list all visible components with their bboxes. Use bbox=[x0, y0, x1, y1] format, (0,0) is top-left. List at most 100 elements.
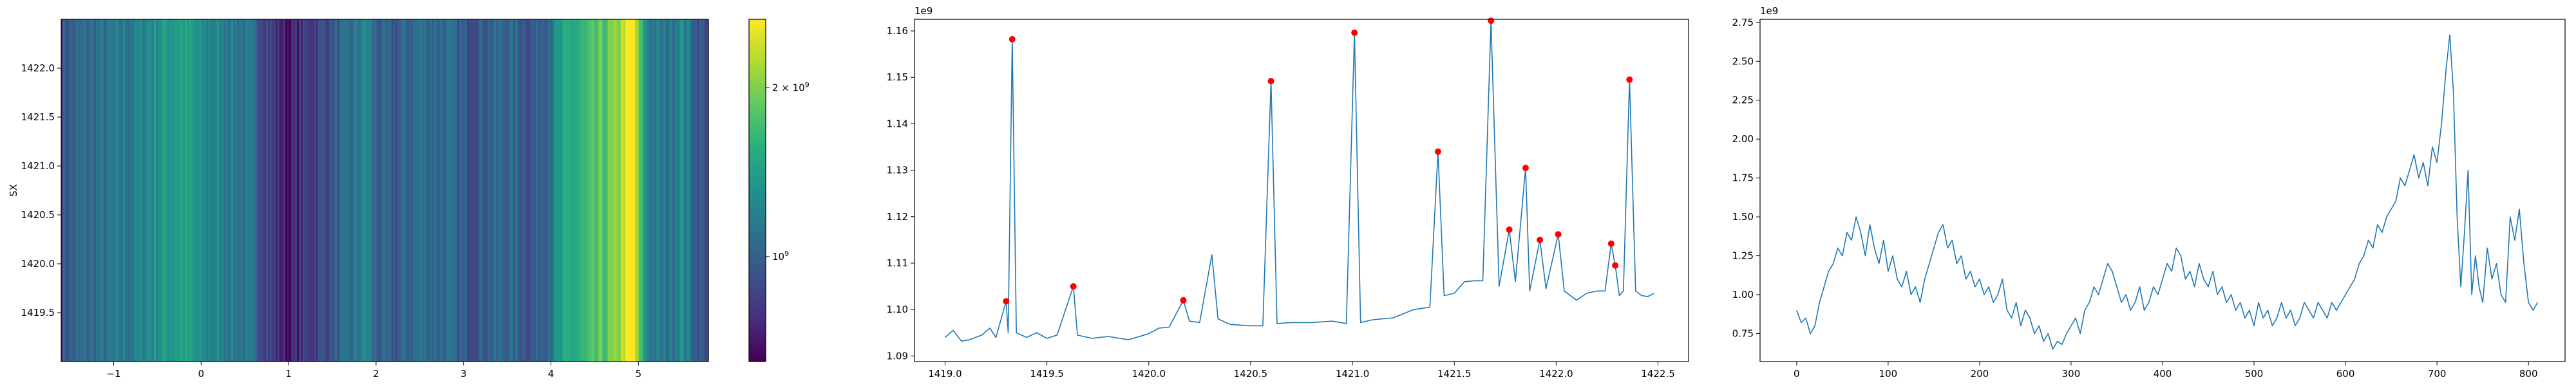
y-tick-label: 1.13 bbox=[887, 165, 908, 176]
heatmap-column bbox=[421, 19, 423, 362]
heatmap-column bbox=[424, 19, 427, 362]
colorbar: 109 2 × 109 bbox=[748, 19, 810, 362]
heatmap-column bbox=[650, 19, 653, 362]
heatmap-column bbox=[473, 19, 475, 362]
heatmap-column bbox=[478, 19, 481, 362]
y-tick-label: 1.11 bbox=[887, 257, 908, 269]
heatmap-column bbox=[500, 19, 502, 362]
heatmap-column bbox=[278, 19, 280, 362]
timeseries-frame bbox=[1759, 19, 2566, 362]
heatmap-column bbox=[127, 19, 129, 362]
heatmap-column bbox=[480, 19, 483, 362]
heatmap-column bbox=[689, 19, 692, 362]
peak-marker bbox=[1488, 17, 1495, 24]
heatmap-column bbox=[463, 19, 466, 362]
peak-marker bbox=[1351, 29, 1358, 36]
x-tick-label: 1422.0 bbox=[1539, 368, 1573, 380]
heatmap-column bbox=[569, 19, 572, 362]
heatmap-column bbox=[430, 19, 433, 362]
colorbar-gradient bbox=[749, 19, 766, 362]
heatmap-column bbox=[162, 19, 164, 362]
heatmap-column bbox=[567, 19, 570, 362]
peaks-offset-text: 1e9 bbox=[914, 5, 933, 17]
x-tick-label: 1421.5 bbox=[1437, 368, 1472, 380]
heatmap-column bbox=[301, 19, 303, 362]
heatmap-column bbox=[419, 19, 421, 362]
heatmap-column bbox=[181, 19, 184, 362]
heatmap-column bbox=[339, 19, 342, 362]
heatmap-column bbox=[100, 19, 102, 362]
heatmap-column bbox=[643, 19, 645, 362]
heatmap-column bbox=[681, 19, 684, 362]
heatmap-column bbox=[318, 19, 321, 362]
heatmap-column bbox=[322, 19, 325, 362]
heatmap-column bbox=[618, 19, 620, 362]
heatmap-column bbox=[88, 19, 91, 362]
heatmap-column bbox=[345, 19, 348, 362]
heatmap-column bbox=[581, 19, 583, 362]
heatmap-column bbox=[214, 19, 216, 362]
peaks-plot bbox=[944, 17, 1654, 342]
heatmap-column bbox=[585, 19, 587, 362]
heatmap-column bbox=[264, 19, 267, 362]
heatmap-column bbox=[506, 19, 508, 362]
colorbar-ticks: 109 2 × 109 bbox=[766, 81, 810, 262]
x-tick-label: 5 bbox=[636, 368, 642, 380]
peak-marker bbox=[1522, 165, 1529, 171]
heatmap-column bbox=[467, 19, 469, 362]
heatmap-column bbox=[625, 19, 628, 362]
heatmap-column bbox=[604, 19, 607, 362]
heatmap-column bbox=[382, 19, 384, 362]
heatmap-column bbox=[523, 19, 526, 362]
peak-marker bbox=[1009, 36, 1016, 42]
heatmap-column bbox=[270, 19, 272, 362]
heatmap-column bbox=[357, 19, 359, 362]
heatmap-column bbox=[368, 19, 371, 362]
heatmap-column bbox=[326, 19, 328, 362]
heatmap-column bbox=[281, 19, 284, 362]
heatmap-column bbox=[571, 19, 574, 362]
x-tick-label: 1419.5 bbox=[1030, 368, 1064, 380]
heatmap-column bbox=[196, 19, 199, 362]
heatmap-column bbox=[295, 19, 298, 362]
heatmap-column bbox=[705, 19, 707, 362]
heatmap-column bbox=[415, 19, 417, 362]
heatmap-column bbox=[635, 19, 638, 362]
heatmap-column bbox=[573, 19, 576, 362]
y-tick-label: 1419.5 bbox=[21, 307, 55, 318]
heatmap-column bbox=[210, 19, 213, 362]
heatmap-column bbox=[465, 19, 468, 362]
heatmap-column bbox=[361, 19, 363, 362]
heatmap-column bbox=[337, 19, 340, 362]
heatmap-column bbox=[600, 19, 603, 362]
heatmap-column bbox=[562, 19, 564, 362]
heatmap-column bbox=[633, 19, 636, 362]
heatmap-column bbox=[610, 19, 612, 362]
heatmap-column bbox=[189, 19, 191, 362]
heatmap-column bbox=[252, 19, 255, 362]
y-tick-label: 0.75 bbox=[1732, 327, 1754, 339]
heatmap-column bbox=[241, 19, 243, 362]
heatmap-column bbox=[685, 19, 688, 362]
heatmap-column bbox=[623, 19, 626, 362]
y-tick-label: 1.75 bbox=[1732, 172, 1754, 184]
heatmap-column bbox=[674, 19, 676, 362]
heatmap-column bbox=[706, 19, 709, 362]
heatmap-column bbox=[108, 19, 110, 362]
heatmap-column bbox=[560, 19, 562, 362]
heatmap-column bbox=[397, 19, 400, 362]
heatmap-column bbox=[237, 19, 240, 362]
heatmap-column bbox=[366, 19, 369, 362]
heatmap-column bbox=[521, 19, 524, 362]
heatmap-column bbox=[647, 19, 649, 362]
heatmap-column bbox=[332, 19, 334, 362]
heatmap-column bbox=[409, 19, 412, 362]
heatmap-column bbox=[183, 19, 185, 362]
heatmap-column bbox=[612, 19, 614, 362]
heatmap-column bbox=[243, 19, 245, 362]
heatmap-column bbox=[438, 19, 440, 362]
colorbar-frame bbox=[748, 19, 766, 362]
heatmap-column bbox=[531, 19, 533, 362]
y-tick-label: 2.25 bbox=[1732, 95, 1754, 106]
